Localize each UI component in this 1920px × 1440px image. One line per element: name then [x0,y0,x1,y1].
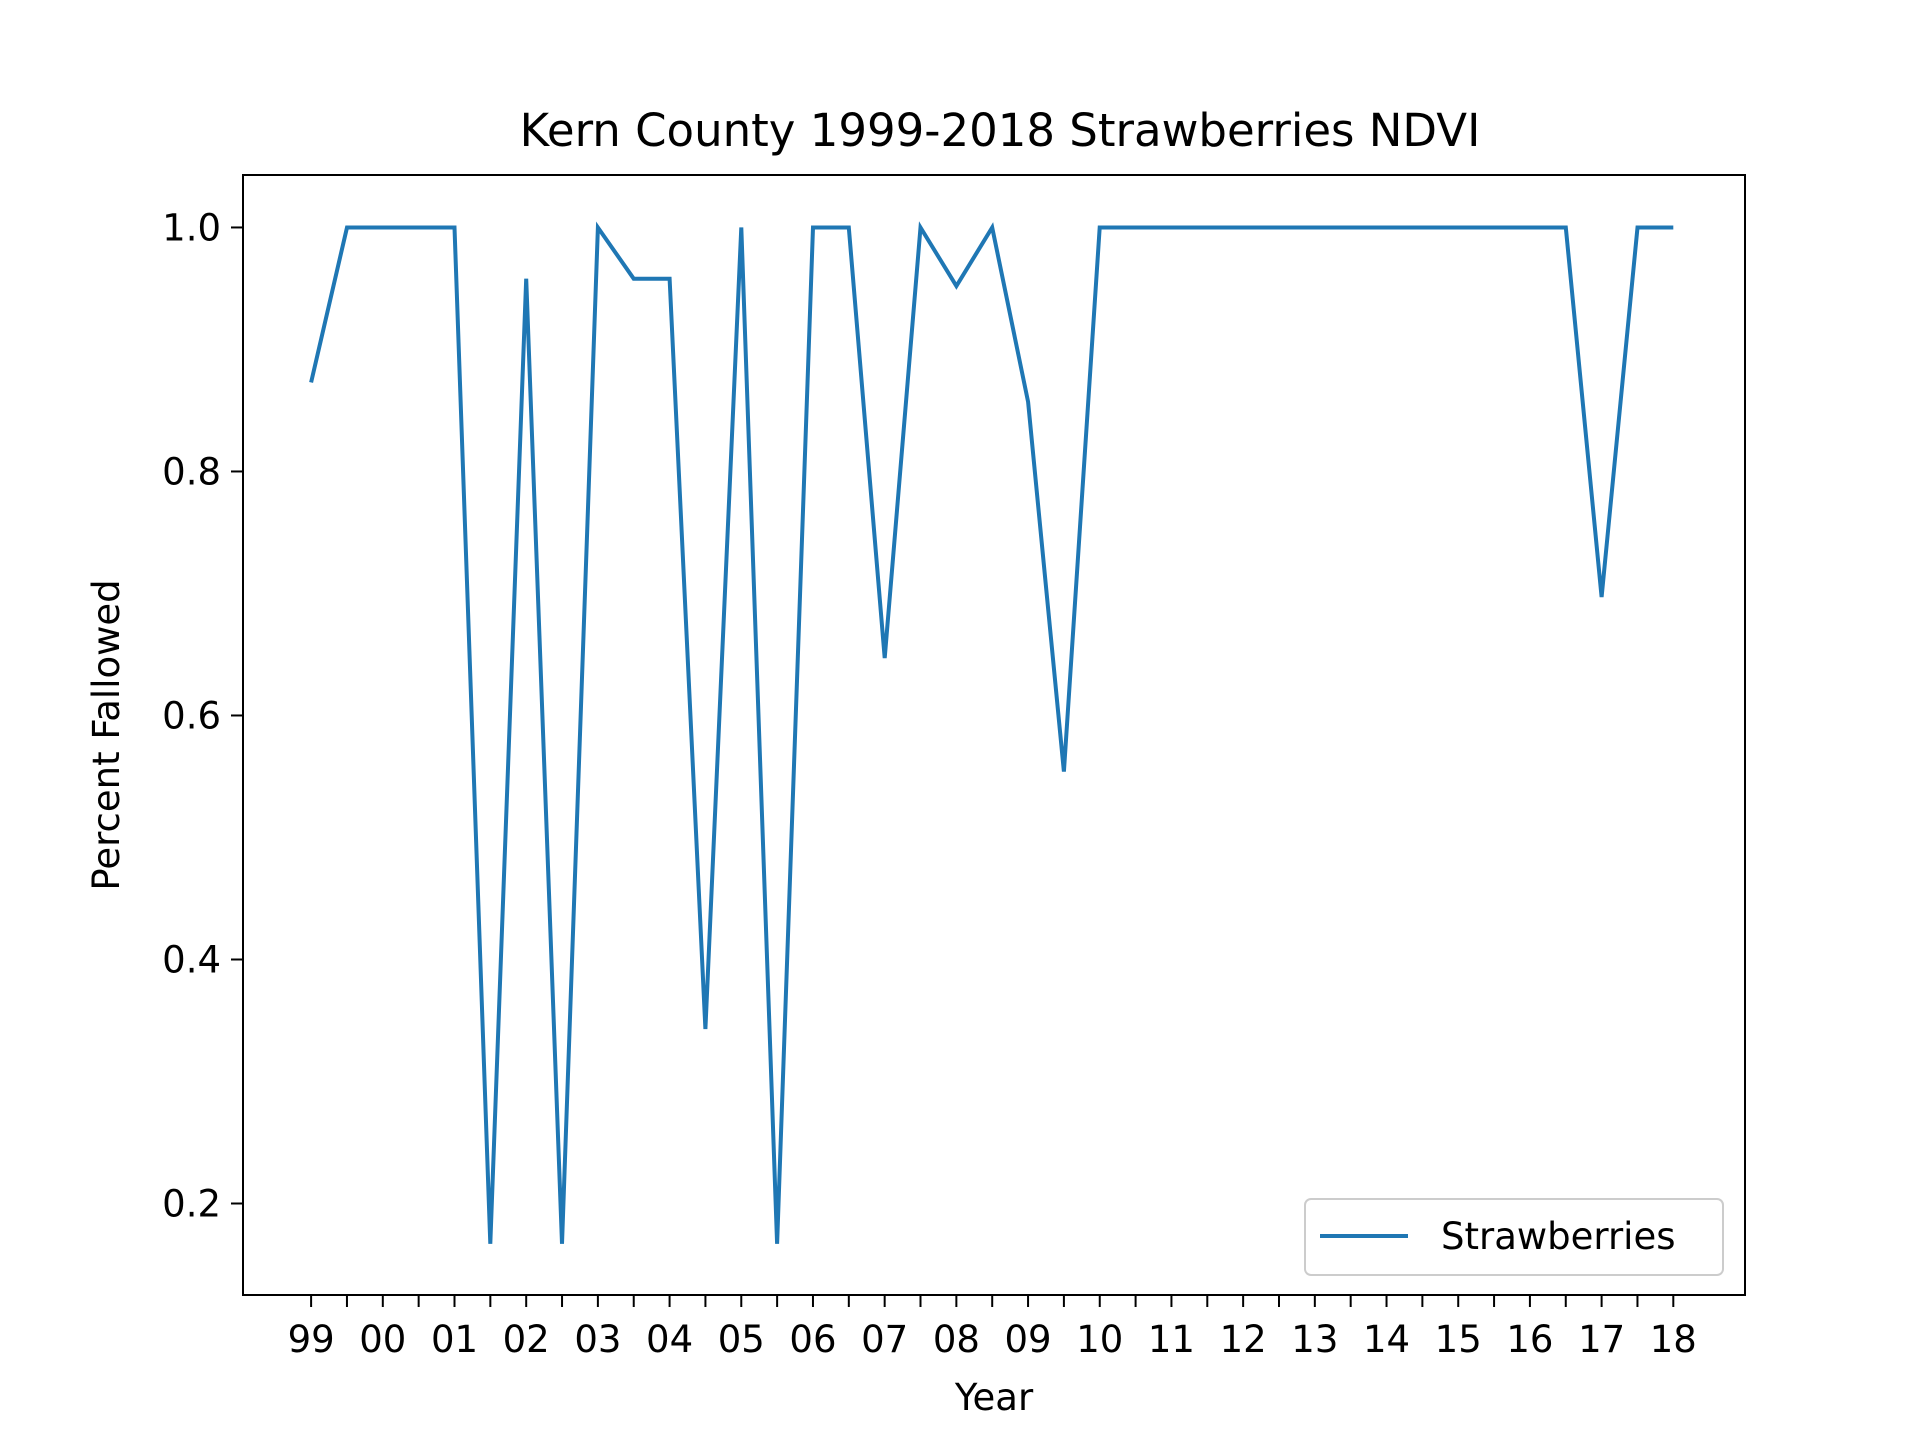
x-tick-label: 17 [1578,1318,1625,1361]
legend-box [1304,1198,1724,1276]
x-tick-label: 06 [789,1318,836,1361]
y-tick-label: 1.0 [162,206,221,249]
legend: Strawberries [1304,1198,1724,1276]
x-tick-label: 13 [1291,1318,1338,1361]
x-tick-label: 18 [1650,1318,1697,1361]
x-tick-label: 08 [933,1318,980,1361]
x-axis-label: Year [954,1376,1034,1419]
x-tick-label: 14 [1363,1318,1410,1361]
x-tick-label: 02 [503,1318,550,1361]
series-line-strawberries [309,221,1674,1244]
y-tick-label: 0.2 [162,1182,221,1225]
x-tick-label: 05 [718,1318,765,1361]
x-tick-label: 09 [1005,1318,1052,1361]
y-axis: 0.2 0.4 0.6 0.8 1.0 [162,206,243,1225]
y-tick-label: 0.4 [162,938,221,981]
x-tick-label: 11 [1148,1318,1195,1361]
x-tick-label: 00 [359,1318,406,1361]
plot-area [309,221,1674,1244]
y-tick-label: 0.8 [162,450,221,493]
x-tick-label: 16 [1506,1318,1553,1361]
legend-label-strawberries: Strawberries [1441,1215,1675,1258]
x-tick-label: 01 [431,1318,478,1361]
chart-title: Kern County 1999-2018 Strawberries NDVI [520,104,1481,157]
x-tick-label: 04 [646,1318,693,1361]
x-tick-label: 10 [1076,1318,1123,1361]
x-tick-label: 15 [1435,1318,1482,1361]
x-tick-label: 99 [288,1318,335,1361]
y-axis-label: Percent Fallowed [85,579,128,890]
x-tick-label: 12 [1220,1318,1267,1361]
y-tick-label: 0.6 [162,694,221,737]
x-tick-label: 03 [574,1318,621,1361]
plot-frame [242,174,1746,1296]
x-tick-label: 07 [861,1318,908,1361]
x-axis: 99 00 01 02 03 04 05 06 07 08 09 10 11 12 13 14 15 16 17 18 [288,1295,1697,1361]
